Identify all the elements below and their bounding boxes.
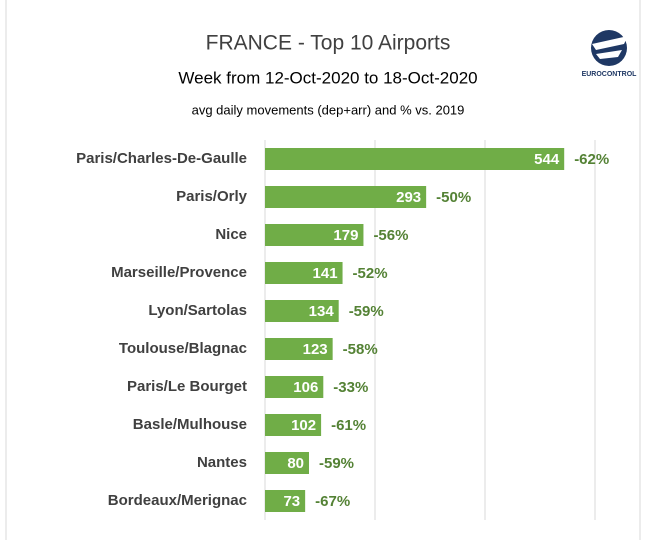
data-label: 544 bbox=[534, 151, 560, 168]
logo-text: EUROCONTROL bbox=[582, 71, 638, 78]
change-label: -58% bbox=[343, 341, 378, 358]
change-label: -61% bbox=[331, 417, 366, 434]
bar bbox=[265, 376, 324, 398]
chart-subtitle: Week from 12-Oct-2020 to 18-Oct-2020 bbox=[178, 68, 477, 87]
y-tick-label: Nice bbox=[215, 226, 247, 243]
change-label: -50% bbox=[436, 189, 471, 206]
bar bbox=[265, 300, 339, 322]
logo-swoosh bbox=[592, 36, 628, 50]
y-tick-label: Paris/Le Bourget bbox=[127, 378, 247, 395]
data-label: 80 bbox=[287, 455, 304, 472]
data-label: 179 bbox=[333, 227, 358, 244]
y-tick-label: Basle/Mulhouse bbox=[133, 416, 247, 433]
bar bbox=[265, 338, 333, 360]
bar bbox=[265, 262, 343, 284]
data-label: 134 bbox=[309, 303, 335, 320]
y-tick-label: Paris/Charles-De-Gaulle bbox=[76, 150, 247, 167]
change-label: -62% bbox=[574, 151, 609, 168]
bar bbox=[265, 148, 565, 170]
logo: EUROCONTROL bbox=[582, 30, 638, 78]
y-tick-label: Nantes bbox=[197, 454, 247, 471]
data-label: 293 bbox=[396, 189, 421, 206]
y-tick-label: Toulouse/Blagnac bbox=[119, 340, 247, 357]
bar bbox=[265, 452, 309, 474]
change-label: -59% bbox=[319, 455, 354, 472]
change-label: -33% bbox=[333, 379, 368, 396]
y-tick-label: Marseille/Provence bbox=[111, 264, 247, 281]
chart-title: FRANCE - Top 10 Airports bbox=[206, 32, 451, 55]
bar bbox=[265, 490, 306, 512]
change-label: -67% bbox=[315, 493, 350, 510]
bar bbox=[265, 224, 364, 246]
chart-note: avg daily movements (dep+arr) and % vs. … bbox=[192, 102, 465, 117]
data-label: 102 bbox=[291, 417, 316, 434]
data-label: 141 bbox=[313, 265, 338, 282]
y-tick-label: Lyon/Sartolas bbox=[148, 302, 247, 319]
data-label: 106 bbox=[293, 379, 318, 396]
logo-swoosh bbox=[596, 50, 622, 59]
y-tick-label: Bordeaux/Merignac bbox=[108, 492, 247, 509]
data-label: 73 bbox=[283, 493, 300, 510]
bar bbox=[265, 186, 427, 208]
change-label: -52% bbox=[353, 265, 388, 282]
y-tick-label: Paris/Orly bbox=[176, 188, 248, 205]
change-label: -56% bbox=[373, 227, 408, 244]
data-label: 123 bbox=[303, 341, 328, 358]
change-label: -59% bbox=[349, 303, 384, 320]
bar bbox=[265, 414, 322, 436]
